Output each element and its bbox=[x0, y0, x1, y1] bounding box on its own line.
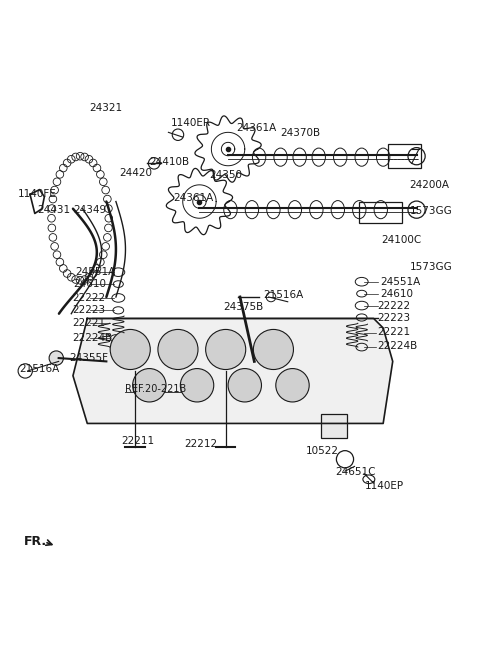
Text: 24651C: 24651C bbox=[336, 467, 376, 477]
Text: 1573GG: 1573GG bbox=[409, 262, 452, 272]
Text: 22223: 22223 bbox=[377, 312, 410, 323]
Text: FR.: FR. bbox=[24, 535, 48, 548]
Circle shape bbox=[276, 369, 309, 402]
Text: 21516A: 21516A bbox=[263, 289, 303, 300]
Text: 22211: 22211 bbox=[121, 436, 155, 446]
Text: REF.20-221B: REF.20-221B bbox=[124, 384, 186, 394]
Bar bbox=[321, 414, 348, 438]
Circle shape bbox=[110, 329, 150, 369]
Circle shape bbox=[49, 351, 63, 365]
Text: 24610: 24610 bbox=[380, 289, 413, 298]
Text: 24100C: 24100C bbox=[381, 235, 421, 245]
Circle shape bbox=[158, 329, 198, 369]
Text: 24431: 24431 bbox=[37, 205, 70, 215]
Text: 24321: 24321 bbox=[90, 104, 123, 113]
Text: 24370B: 24370B bbox=[281, 129, 321, 138]
Bar bbox=[360, 201, 402, 223]
Text: 24349: 24349 bbox=[73, 205, 106, 215]
Text: 24375B: 24375B bbox=[223, 302, 264, 312]
Text: 22222: 22222 bbox=[377, 300, 410, 310]
Text: 24551A: 24551A bbox=[75, 267, 116, 277]
Text: 24350: 24350 bbox=[209, 171, 242, 180]
Text: 1140ER: 1140ER bbox=[171, 118, 211, 128]
Text: 24361A: 24361A bbox=[173, 193, 214, 203]
Circle shape bbox=[253, 329, 293, 369]
Text: 24551A: 24551A bbox=[380, 277, 420, 287]
Text: 24610: 24610 bbox=[73, 279, 106, 289]
Text: 24200A: 24200A bbox=[409, 180, 449, 190]
Circle shape bbox=[132, 369, 166, 402]
Text: 22222: 22222 bbox=[72, 293, 105, 303]
Text: 22221: 22221 bbox=[377, 327, 410, 337]
Text: 1140FE: 1140FE bbox=[18, 190, 57, 199]
Text: 1573GG: 1573GG bbox=[409, 206, 452, 216]
Text: 22224B: 22224B bbox=[72, 333, 112, 343]
Text: 10522: 10522 bbox=[305, 446, 338, 456]
Text: 24420: 24420 bbox=[120, 168, 153, 178]
Text: 22224B: 22224B bbox=[377, 341, 418, 351]
Text: 22221: 22221 bbox=[72, 318, 105, 328]
Text: 24361A: 24361A bbox=[236, 123, 276, 133]
Text: 21516A: 21516A bbox=[20, 363, 60, 373]
Circle shape bbox=[205, 329, 246, 369]
Circle shape bbox=[180, 369, 214, 402]
Bar bbox=[388, 144, 421, 168]
Text: 24355F: 24355F bbox=[69, 353, 108, 363]
Text: 22223: 22223 bbox=[72, 305, 105, 316]
Text: 22212: 22212 bbox=[184, 439, 217, 449]
Circle shape bbox=[228, 369, 262, 402]
Polygon shape bbox=[73, 318, 393, 423]
Text: 24410B: 24410B bbox=[149, 157, 190, 167]
Text: 1140EP: 1140EP bbox=[365, 482, 404, 491]
